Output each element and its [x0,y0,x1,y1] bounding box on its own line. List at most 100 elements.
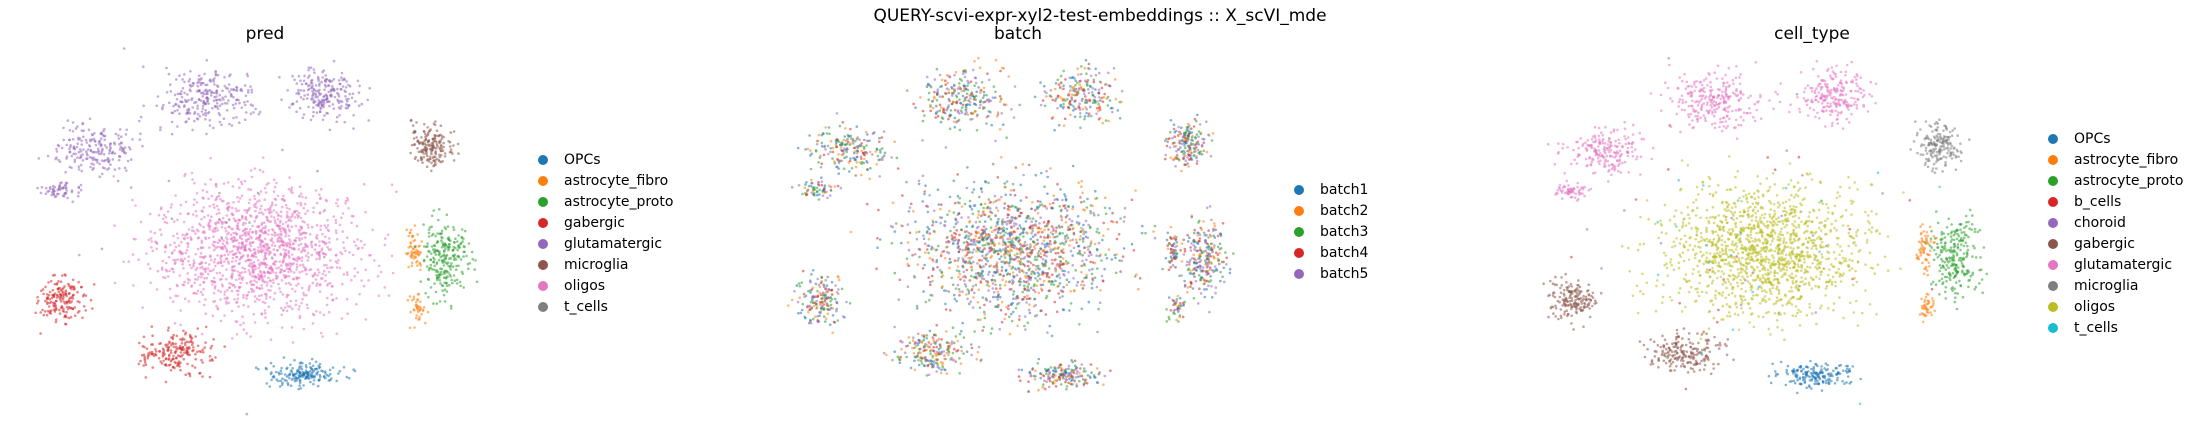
scatter-point [186,348,189,352]
scatter-point [245,218,248,221]
scatter-point [100,131,103,135]
scatter-point [1011,279,1014,282]
scatter-point [301,286,304,290]
scatter-point [331,366,335,369]
scatter-point [103,144,107,147]
scatter-point [1009,243,1012,247]
scatter-point [305,82,308,85]
scatter-point [956,283,960,287]
scatter-point [201,348,204,352]
scatter-point [118,148,122,151]
scatter-point [991,282,995,285]
scatter-point [1081,240,1085,243]
scatter-point [59,181,62,185]
scatter-point [266,207,270,211]
scatter-point [235,301,238,304]
scatter-point [1000,260,1003,264]
scatter-point [101,133,105,137]
scatter-point [1103,92,1106,96]
scatter-point [155,247,158,251]
scatter-point [243,118,247,121]
scatter-point [981,274,984,278]
scatter-point [147,354,151,357]
scatter-point [408,326,412,330]
scatter-point [283,373,287,376]
scatter-point [1132,249,1136,252]
scatter-point [316,95,320,99]
scatter-point [210,215,213,218]
scatter-point [980,277,984,280]
scatter-point [290,188,293,191]
scatter-point [76,290,79,294]
scatter-point [172,220,176,223]
scatter-point [1043,205,1047,208]
scatter-point [459,284,463,288]
scatter-point [953,259,957,263]
scatter-point [1024,280,1027,284]
scatter-point [195,214,198,218]
scatter-point [420,148,424,152]
scatter-point [263,251,267,255]
scatter-point [1034,233,1037,236]
scatter-point [40,185,44,189]
scatter-point [972,248,976,251]
scatter-point [428,157,431,161]
scatter-point [291,372,295,376]
scatter-point [273,292,277,295]
scatter-point [173,93,177,97]
scatter-point [348,251,351,254]
scatter-point [418,142,421,145]
scatter-point [1152,230,1155,233]
scatter-point [947,240,951,244]
scatter-point [240,194,244,198]
scatter-point [295,263,299,266]
scatter-point [46,296,50,300]
scatter-point [49,309,53,312]
scatter-point [1017,240,1020,244]
scatter-point [231,213,234,216]
scatter-point [335,237,339,241]
scatter-point [1089,211,1093,215]
scatter-point [202,303,206,307]
scatter-point [196,112,200,116]
scatter-point [324,85,328,88]
scatter-point [989,332,993,335]
scatter-point [232,217,236,220]
scatter-point [300,365,303,368]
scatter-point [425,245,428,249]
scatter-point [205,96,209,99]
scatter-point [422,306,426,309]
scatter-point [113,281,117,285]
scatter-point [964,293,968,296]
scatter-point [199,266,202,270]
scatter-point [311,96,314,100]
scatter-point [1003,202,1007,205]
scatter-point [1134,189,1137,192]
scatter-point [214,74,217,77]
scatter-point [916,263,920,266]
scatter-point [1069,223,1073,227]
scatter-point [71,130,75,133]
scatter-point [1026,321,1030,325]
scatter-point [427,295,430,299]
scatter-point [138,138,142,141]
scatter-point [986,114,990,118]
scatter-point [251,288,254,291]
scatter-point [243,179,247,183]
scatter-point [1019,211,1022,215]
scatter-point [1034,255,1037,259]
scatter-point [1029,243,1032,246]
scatter-point [924,251,927,254]
scatter-point [297,282,300,286]
scatter-point [373,259,376,262]
scatter-point [173,248,176,252]
scatter-point [242,293,245,297]
scatter-point [225,221,228,224]
scatter-point [1043,243,1046,246]
scatter-point [341,85,345,88]
scatter-point [950,86,953,89]
scatter-point [196,104,199,108]
scatter-point [438,155,442,159]
scatter-point [952,120,956,124]
scatter-point [1094,189,1097,193]
